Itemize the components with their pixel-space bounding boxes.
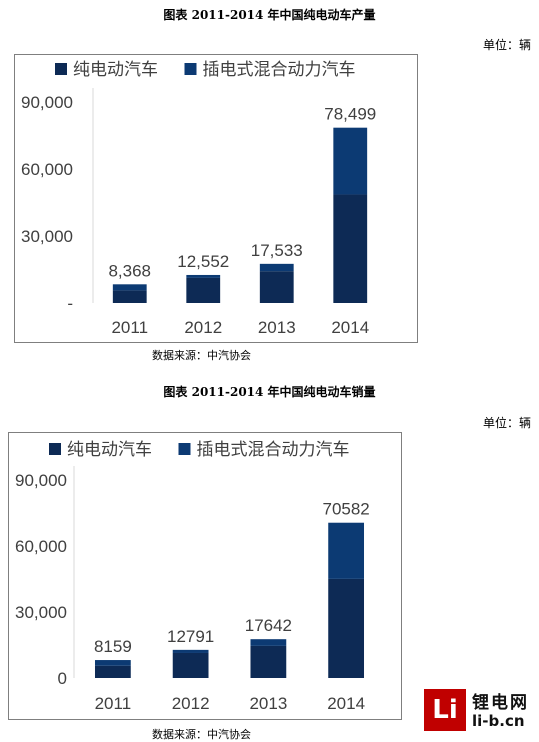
total-label-2011: 8159 [94, 637, 132, 656]
legend-label-0: 纯电动汽车 [73, 60, 158, 79]
bar-pure-ev-2014 [328, 578, 365, 678]
total-label-2013: 17642 [245, 616, 292, 635]
sales-source: 数据来源：中汽协会 [152, 728, 251, 741]
legend-swatch-1 [178, 443, 191, 455]
total-label-2011: 8,368 [108, 261, 151, 280]
total-label-2014: 78,499 [324, 105, 376, 124]
bar-pure-ev-2013 [259, 271, 294, 303]
bar-pure-ev-2013 [250, 645, 287, 678]
bar-pure-ev-2011 [112, 290, 147, 303]
legend-swatch-0 [55, 63, 67, 75]
x-tick-label-2012: 2012 [172, 694, 210, 713]
sales-chart: 纯电动汽车 插电式混合动力汽车 0 30,000 60,000 90,000 8159 201… [8, 432, 402, 720]
bar-phev-2012 [172, 649, 209, 653]
legend-swatch-1 [184, 63, 197, 75]
bar-pure-ev-2014 [333, 194, 368, 303]
y-tick-label: 90,000 [21, 93, 73, 112]
production-chart-svg: 纯电动汽车 插电式混合动力汽车 - 30,000 60,000 90,000 8,368 20… [21, 60, 376, 337]
x-tick-label-2014: 2014 [331, 318, 369, 337]
bar-phev-2011 [112, 284, 147, 291]
li-logo-icon: Li [424, 689, 466, 731]
x-tick-label-2014: 2014 [327, 694, 365, 713]
x-tick-label-2012: 2012 [184, 318, 222, 337]
bar-phev-2012 [186, 274, 221, 278]
sales-figure-title: 图表 2011-2014 年中国纯电动车销量 [163, 385, 376, 399]
total-label-2014: 70582 [322, 500, 369, 519]
legend-swatch-0 [49, 443, 61, 455]
logo-chinese-name: 锂电网 [472, 693, 529, 713]
y-tick-label: 0 [58, 669, 67, 688]
legend-label-1: 插电式混合动力汽车 [203, 60, 356, 79]
sales-chart-svg: 纯电动汽车 插电式混合动力汽车 0 30,000 60,000 90,000 8159 201… [15, 440, 370, 713]
x-tick-label-2013: 2013 [249, 694, 287, 713]
y-tick-label: 30,000 [15, 603, 67, 622]
production-source: 数据来源：中汽协会 [152, 349, 251, 362]
sales-unit-label: 单位：辆 [482, 416, 531, 430]
legend-label-1: 插电式混合动力汽车 [197, 440, 350, 459]
y-tick-label: 30,000 [21, 227, 73, 246]
y-tick-label: 60,000 [21, 160, 73, 179]
total-label-2012: 12,552 [177, 252, 229, 271]
bar-phev-2013 [250, 639, 287, 646]
total-label-2012: 12791 [167, 627, 214, 646]
bar-phev-2013 [259, 263, 294, 272]
bar-phev-2014 [333, 127, 368, 195]
bar-phev-2011 [94, 660, 131, 666]
y-tick-label: 90,000 [15, 471, 67, 490]
x-tick-label-2011: 2011 [111, 318, 148, 337]
production-unit-label: 单位：辆 [482, 38, 531, 52]
legend-label-0: 纯电动汽车 [67, 440, 152, 459]
bar-pure-ev-2012 [172, 652, 209, 678]
y-tick-label: - [67, 294, 73, 313]
x-tick-label-2011: 2011 [95, 694, 132, 713]
production-figure-title: 图表 2011-2014 年中国纯电动车产量 [163, 8, 376, 22]
logo-domain: li-b.cn [472, 712, 525, 730]
y-tick-label: 60,000 [15, 537, 67, 556]
bar-phev-2014 [328, 522, 365, 579]
x-tick-label-2013: 2013 [258, 318, 296, 337]
bar-pure-ev-2011 [94, 665, 131, 678]
total-label-2013: 17,533 [251, 241, 303, 260]
production-chart: 纯电动汽车 插电式混合动力汽车 - 30,000 60,000 90,000 8,368 20… [14, 54, 418, 343]
bar-pure-ev-2012 [186, 277, 221, 303]
